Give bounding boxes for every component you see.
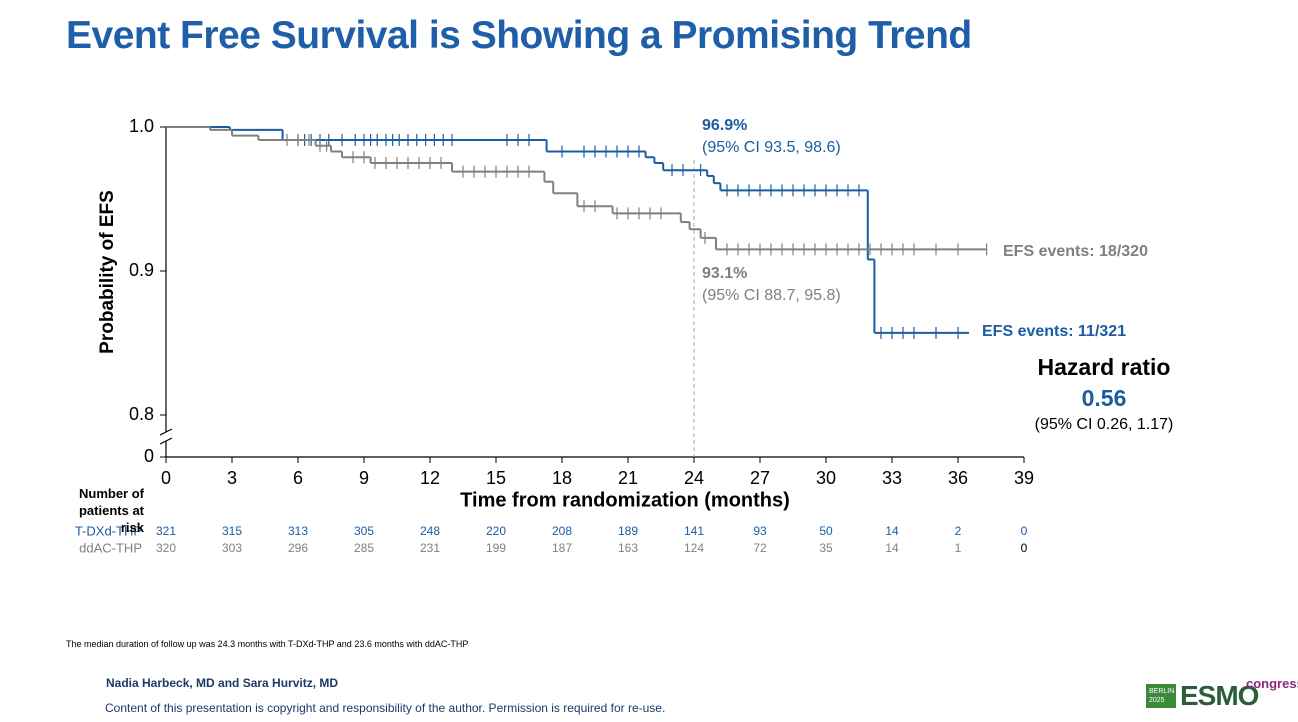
authors: Nadia Harbeck, MD and Sara Hurvitz, MD: [106, 676, 339, 690]
risk-count: 315: [222, 524, 242, 538]
risk-count: 305: [354, 524, 374, 538]
y-tick-label: 0: [144, 446, 154, 466]
risk-count: 313: [288, 524, 308, 538]
copyright: Content of this presentation is copyrigh…: [105, 701, 666, 715]
risk-count: 199: [486, 541, 506, 555]
risk-table-title: Number of patients at risk: [78, 486, 144, 535]
x-tick-label: 12: [420, 468, 440, 488]
y-tick-label: 1.0: [129, 116, 154, 136]
risk-count: 321: [156, 524, 176, 538]
risk-count: 14: [885, 541, 899, 555]
risk-count: 285: [354, 541, 374, 555]
x-tick-label: 36: [948, 468, 968, 488]
risk-row-label: ddAC-THP: [79, 540, 142, 555]
slide-title: Event Free Survival is Showing a Promisi…: [66, 14, 972, 57]
risk-count: 189: [618, 524, 638, 538]
risk-count: 35: [819, 541, 833, 555]
risk-count: 296: [288, 541, 308, 555]
x-tick-label: 39: [1014, 468, 1034, 488]
annotation: 93.1%: [702, 265, 747, 282]
y-tick-label: 0.8: [129, 404, 154, 424]
risk-count: 93: [753, 524, 767, 538]
x-tick-label: 0: [161, 468, 171, 488]
x-tick-label: 6: [293, 468, 303, 488]
risk-count: 0: [1021, 524, 1028, 538]
hazard-ratio-value: 0.56: [1082, 385, 1127, 411]
logo-suffix: congress: [1246, 676, 1298, 691]
annotation: (95% CI 88.7, 95.8): [702, 287, 841, 304]
risk-count: 124: [684, 541, 704, 555]
x-tick-label: 9: [359, 468, 369, 488]
hazard-ratio-title: Hazard ratio: [1038, 354, 1171, 380]
logo-name: ESMO: [1180, 680, 1259, 711]
x-tick-label: 15: [486, 468, 506, 488]
risk-count: 220: [486, 524, 506, 538]
risk-count: 320: [156, 541, 176, 555]
x-tick-label: 27: [750, 468, 770, 488]
risk-count: 303: [222, 541, 242, 555]
risk-count: 163: [618, 541, 638, 555]
risk-count: 231: [420, 541, 440, 555]
risk-count: 2: [955, 524, 962, 538]
annotation: EFS events: 11/321: [982, 323, 1126, 340]
risk-count: 141: [684, 524, 704, 538]
risk-count: 50: [819, 524, 833, 538]
x-tick-label: 24: [684, 468, 704, 488]
risk-count: 0: [1021, 541, 1028, 555]
hazard-ratio-ci: (95% CI 0.26, 1.17): [1035, 416, 1174, 433]
risk-count: 208: [552, 524, 572, 538]
x-axis-label: Time from randomization (months): [460, 489, 790, 511]
axis-break: [159, 428, 173, 436]
x-tick-label: 18: [552, 468, 572, 488]
logo-badge: BERLIN 2025: [1146, 684, 1176, 708]
annotation: 96.9%: [702, 117, 747, 134]
risk-count: 14: [885, 524, 899, 538]
logo-city: BERLIN: [1149, 688, 1175, 695]
risk-count: 1: [955, 541, 962, 555]
footnote: The median duration of follow up was 24.…: [66, 639, 469, 649]
risk-row-label: T-DXd-THP: [75, 523, 142, 538]
risk-count: 72: [753, 541, 767, 555]
annotation: EFS events: 18/320: [1003, 243, 1148, 260]
risk-count: 187: [552, 541, 572, 555]
y-tick-label: 0.9: [129, 260, 154, 280]
x-tick-label: 21: [618, 468, 638, 488]
x-tick-label: 3: [227, 468, 237, 488]
logo-year: 2025: [1149, 697, 1165, 704]
risk-count: 248: [420, 524, 440, 538]
x-tick-label: 33: [882, 468, 902, 488]
annotation: (95% CI 93.5, 98.6): [702, 139, 841, 156]
x-tick-label: 30: [816, 468, 836, 488]
y-axis-label: Probability of EFS: [97, 190, 118, 354]
axis-break: [159, 437, 173, 445]
